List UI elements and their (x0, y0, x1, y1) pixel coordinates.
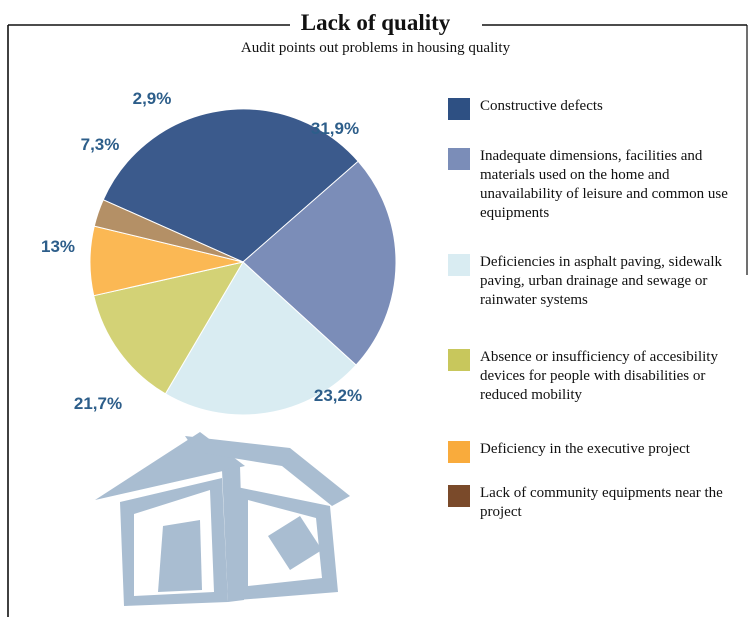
legend-label: Constructive defects (480, 98, 603, 114)
chart-subtitle: Audit points out problems in housing qua… (240, 40, 511, 56)
legend-item: Absence or insufficiency of accesibility… (448, 348, 742, 405)
legend-label: Deficiency in the executive project (480, 441, 690, 457)
legend-swatch (448, 148, 470, 170)
legend-item: Lack of community equipments near the pr… (448, 484, 742, 522)
pie-slice (93, 261, 245, 395)
legend-label: Absence or insufficiency of accesibility… (480, 349, 718, 403)
slice-value-label: 21,7% (74, 394, 122, 413)
legend-item: Deficiency in the executive project (448, 440, 742, 463)
pie-slice (102, 108, 359, 263)
legend-item: Constructive defects (448, 97, 742, 120)
legend-swatch (448, 441, 470, 463)
slice-value-label: 2,9% (133, 89, 172, 108)
slice-value-label: 13% (41, 237, 75, 256)
legend-label: Lack of community equipments near the pr… (480, 485, 723, 520)
legend-item: Inadequate dimensions, facilities and ma… (448, 147, 742, 223)
legend-label: Inadequate dimensions, facilities and ma… (480, 148, 728, 221)
legend-swatch (448, 254, 470, 276)
broken-house-icon (95, 432, 350, 606)
slice-value-label: 7,3% (81, 135, 120, 154)
pie-labels: 31,9% 23,2% 21,7% 13% 7,3% 2,9% (41, 89, 362, 413)
chart-title: Lack of quality (300, 10, 451, 35)
slice-value-label: 23,2% (314, 386, 362, 405)
pie-slice (93, 199, 244, 263)
legend-swatch (448, 98, 470, 120)
pie-slice (164, 261, 357, 416)
legend-item: Deficiencies in asphalt paving, sidewalk… (448, 253, 742, 310)
legend-label: Deficiencies in asphalt paving, sidewalk… (480, 254, 723, 308)
pie-slice (242, 160, 397, 366)
slice-value-label: 31,9% (311, 119, 359, 138)
legend-swatch (448, 485, 470, 507)
pie-slices (89, 108, 397, 416)
legend-swatch (448, 349, 470, 371)
